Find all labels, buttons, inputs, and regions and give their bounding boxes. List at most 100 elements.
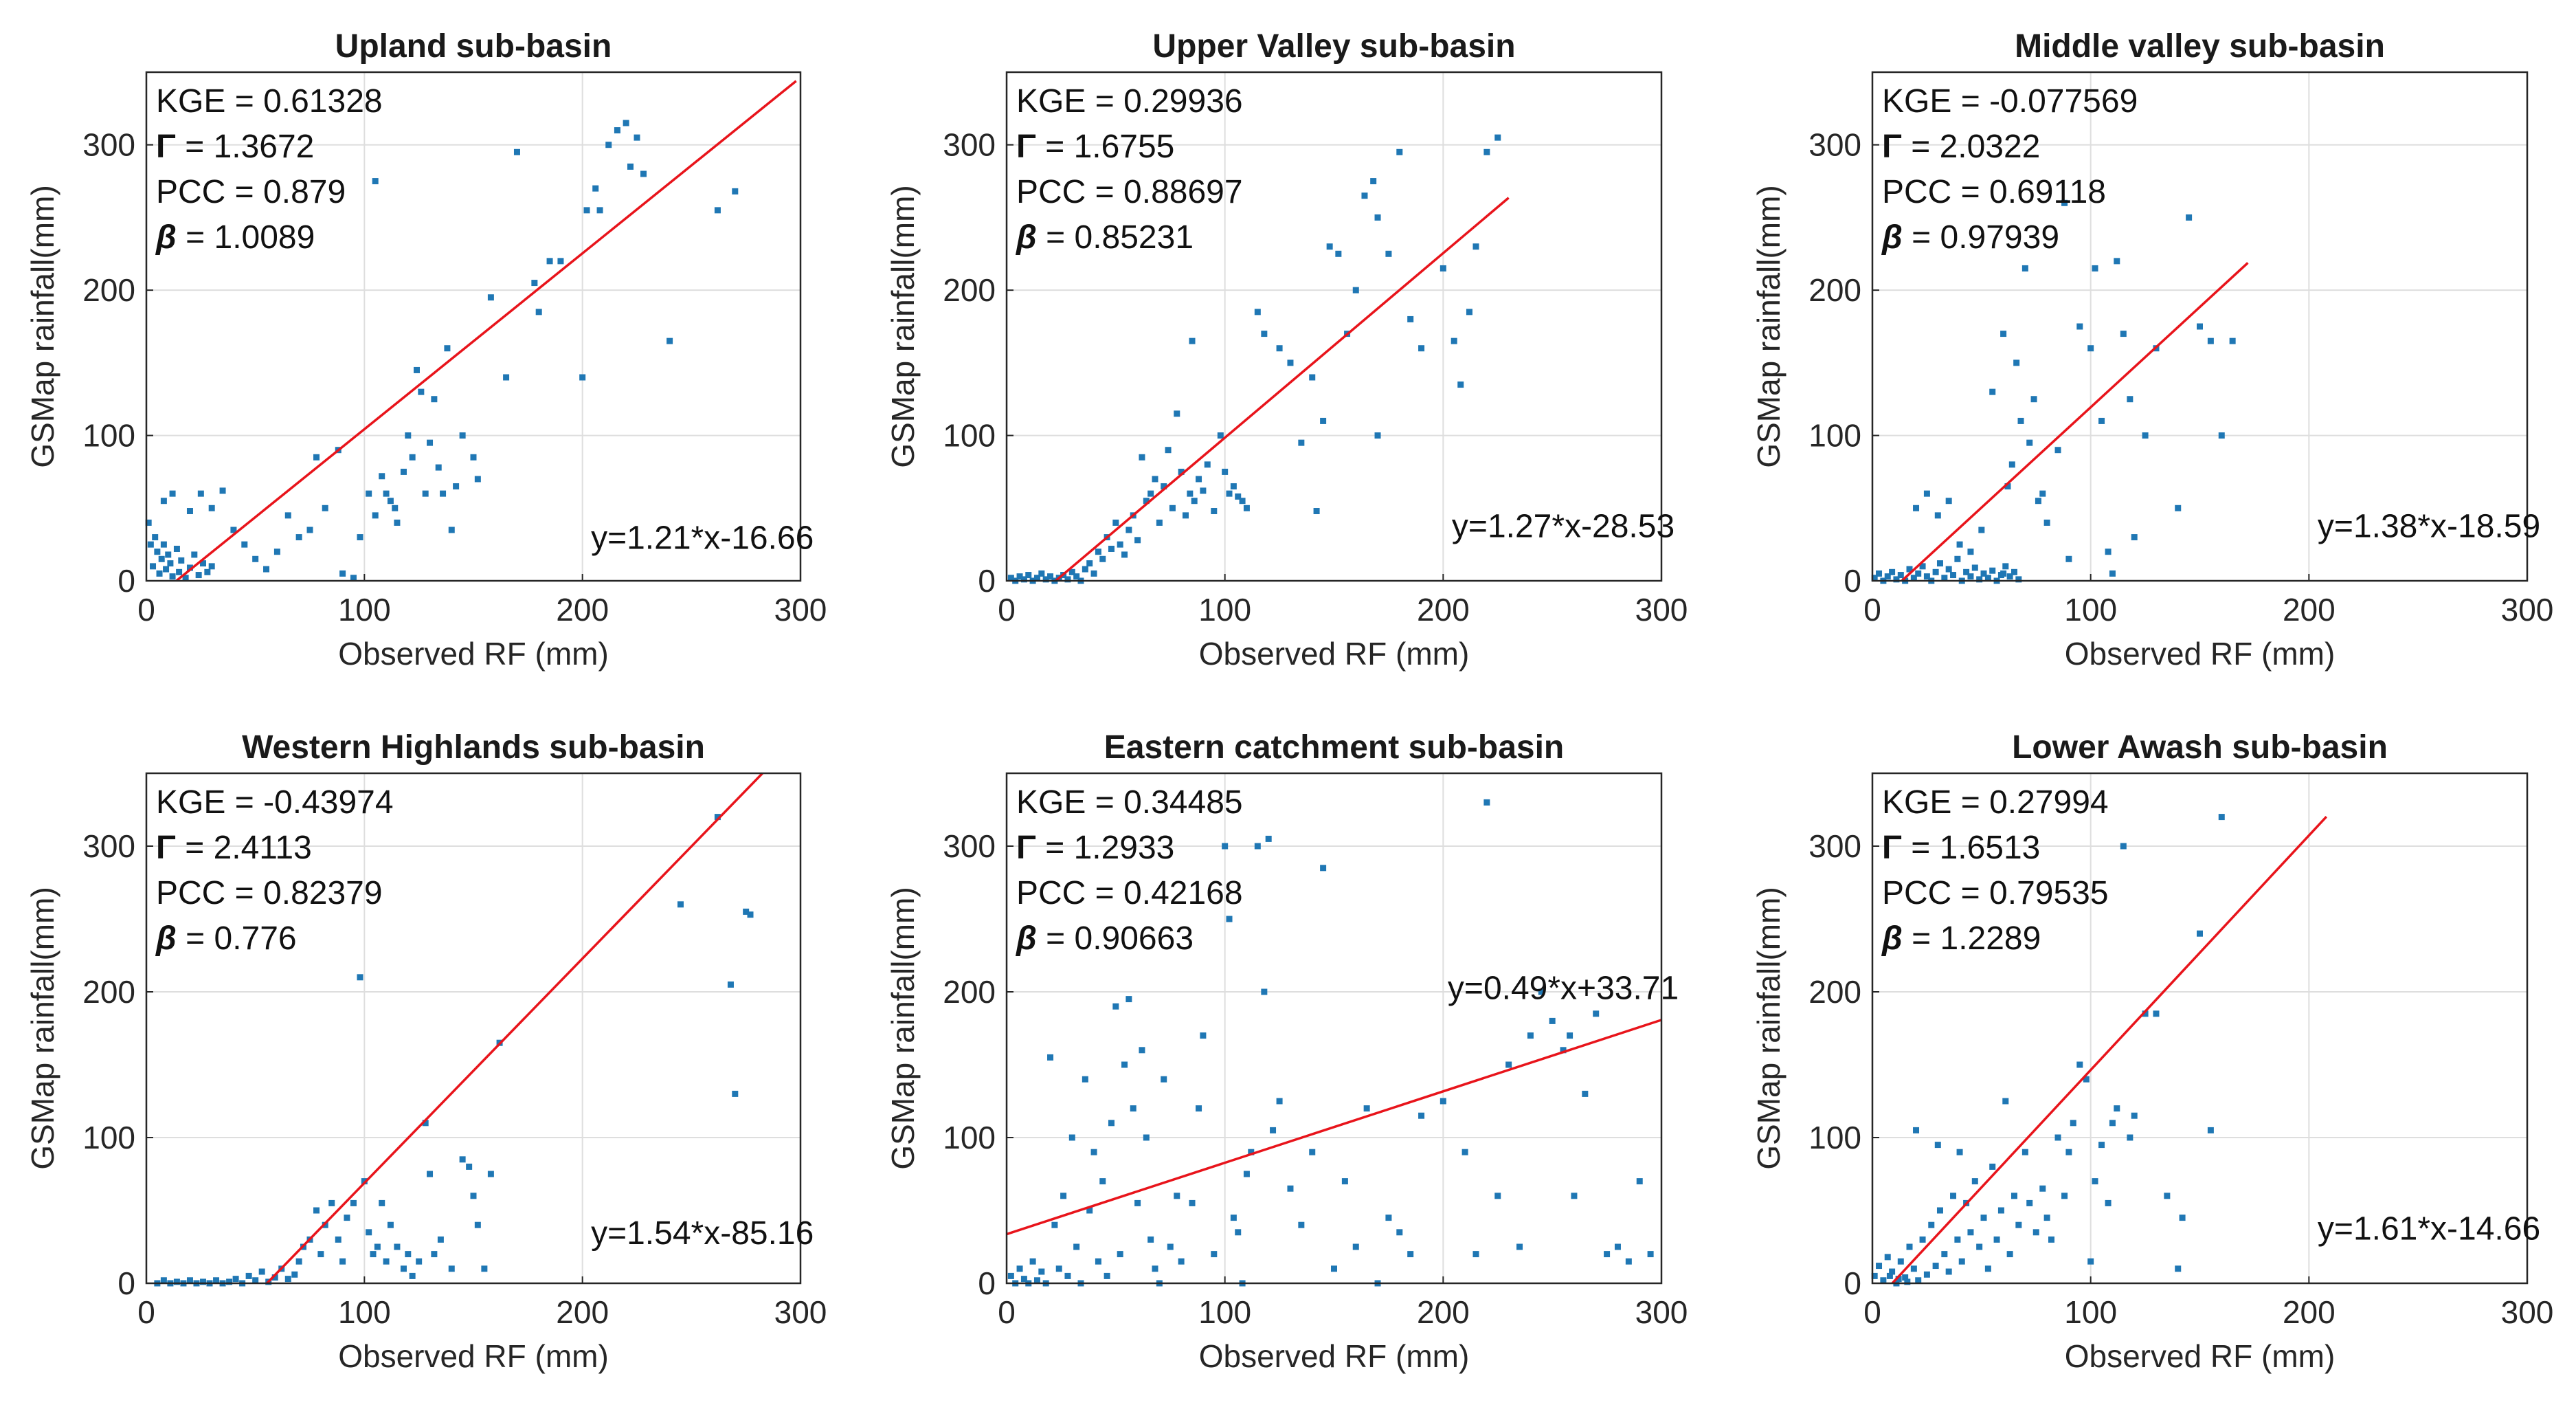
x-tick-label: 200 — [2283, 1294, 2336, 1330]
data-point — [1527, 1032, 1534, 1039]
data-point — [1007, 1272, 1014, 1279]
axes-frame — [1871, 71, 2529, 582]
data-point — [1989, 388, 1996, 395]
data-point — [1196, 476, 1202, 483]
data-point — [1174, 410, 1180, 417]
data-point — [1165, 447, 1172, 454]
data-point — [1125, 527, 1132, 533]
y-tick-label: 300 — [943, 828, 996, 864]
stat-line: KGE = 0.34485 — [1016, 784, 1243, 821]
data-point — [1871, 1272, 1878, 1279]
data-point — [1099, 555, 1106, 562]
data-point — [2070, 1120, 2076, 1127]
data-point — [1407, 315, 1414, 322]
data-point — [1919, 563, 1926, 570]
data-point — [1134, 537, 1141, 544]
data-point — [1187, 490, 1194, 497]
data-point — [1211, 508, 1218, 515]
chart-title: Lower Awash sub-basin — [2012, 729, 2388, 766]
data-point — [1047, 573, 1054, 580]
data-point — [2054, 1134, 2061, 1141]
data-point — [1945, 498, 1952, 505]
data-point — [1915, 570, 1922, 577]
data-point — [1884, 1254, 1891, 1261]
y-tick-label: 100 — [82, 418, 135, 454]
data-point — [2048, 1236, 2054, 1243]
data-point — [2131, 534, 2138, 541]
x-tick-label: 100 — [338, 592, 391, 628]
data-point — [339, 1258, 346, 1265]
stat-line: PCC = 0.82379 — [156, 875, 383, 911]
data-point — [1593, 1010, 1600, 1017]
fit-equation: y=1.54*x-85.16 — [591, 1215, 814, 1252]
data-point — [1928, 1221, 1935, 1228]
data-point — [284, 1276, 291, 1283]
data-point — [173, 1278, 180, 1285]
data-point — [230, 527, 237, 533]
data-point — [459, 432, 466, 439]
data-point — [1374, 214, 1381, 221]
data-point — [2175, 1265, 2182, 1272]
data-point — [2087, 1258, 2094, 1265]
data-point — [677, 901, 684, 908]
data-point — [158, 555, 165, 562]
data-point — [1396, 1229, 1403, 1236]
data-point — [2197, 930, 2203, 937]
data-point — [1152, 1265, 1158, 1272]
x-axis-label: Observed RF (mm) — [1199, 1338, 1470, 1374]
data-point — [1876, 1263, 1883, 1270]
data-point — [1923, 1271, 1930, 1278]
data-point — [1897, 1258, 1904, 1265]
data-point — [163, 566, 170, 573]
data-point — [1385, 1215, 1392, 1221]
x-tick-label: 200 — [556, 1294, 609, 1330]
data-point — [1086, 1207, 1093, 1214]
data-point — [1298, 439, 1305, 446]
data-point — [623, 120, 629, 126]
data-point — [405, 432, 412, 439]
stat-value: = 1.2289 — [1903, 920, 2041, 957]
data-point — [448, 527, 455, 533]
y-axis-label: GSMap rainfall(mm) — [25, 887, 60, 1170]
stat-value: = 1.6513 — [1902, 830, 2041, 866]
data-point — [557, 258, 564, 265]
data-point — [2061, 1193, 2068, 1199]
stat-value: = 1.0089 — [177, 219, 315, 256]
data-point — [2006, 1251, 2013, 1258]
chart-title: Eastern catchment sub-basin — [1104, 729, 1565, 766]
x-tick-label: 100 — [1198, 592, 1251, 628]
data-point — [583, 207, 590, 214]
data-point — [173, 545, 180, 552]
data-point — [1174, 1193, 1180, 1199]
data-point — [208, 505, 215, 511]
data-point — [219, 487, 226, 494]
data-point — [466, 1163, 473, 1170]
data-point — [1230, 1215, 1237, 1221]
data-point — [1989, 567, 1996, 574]
data-point — [1060, 1193, 1067, 1199]
data-point — [1997, 1207, 2004, 1214]
data-point — [2098, 417, 2105, 424]
stat-line: Γ = 1.3672 — [156, 129, 314, 165]
data-point — [1571, 1193, 1578, 1199]
data-point — [1064, 576, 1071, 583]
data-point — [422, 490, 429, 497]
data-point — [372, 178, 379, 185]
data-point — [2076, 323, 2083, 330]
stat-line: KGE = 0.27994 — [1882, 784, 2109, 821]
data-point — [2127, 1134, 2133, 1141]
data-point — [273, 549, 280, 555]
fit-equation: y=1.27*x-28.53 — [1452, 509, 1675, 545]
data-point — [2032, 1229, 2039, 1236]
data-point — [422, 1120, 429, 1127]
data-point — [169, 573, 176, 580]
data-point — [1143, 498, 1150, 505]
y-tick-label: 0 — [1844, 563, 1861, 599]
data-point — [1020, 1276, 1027, 1283]
data-point — [1016, 573, 1023, 580]
data-point — [2002, 563, 2009, 570]
data-point — [732, 188, 739, 195]
data-point — [2013, 359, 2020, 366]
axes-frame — [145, 71, 802, 582]
data-point — [2092, 1178, 2098, 1185]
